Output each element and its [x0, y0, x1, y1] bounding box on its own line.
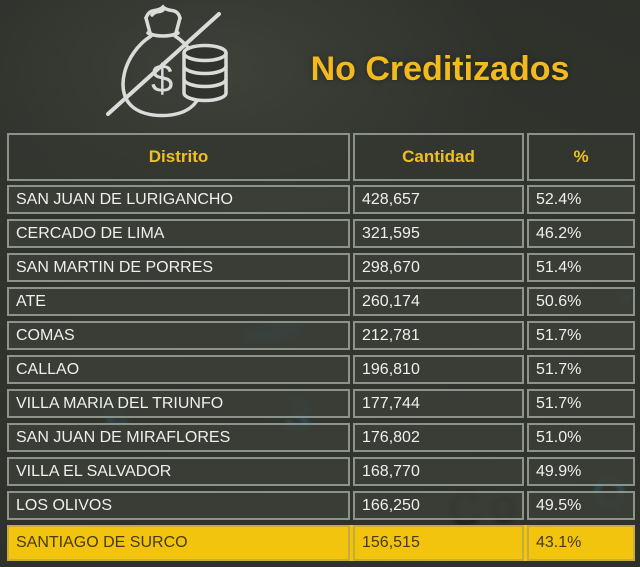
cell-pct: 51.0% [527, 423, 635, 452]
no-creditizados-icon: $ [100, 1, 232, 127]
column-header-pct[interactable]: % [527, 133, 635, 181]
page-title: No Creditizados [310, 50, 570, 88]
cell-pct: 49.9% [527, 457, 635, 486]
cell-pct: 52.4% [527, 185, 635, 214]
cell-cantidad: 196,810 [353, 355, 524, 384]
cell-distrito: COMAS [7, 321, 350, 350]
cell-cantidad: 212,781 [353, 321, 524, 350]
table-row[interactable]: SAN JUAN DE MIRAFLORES 176,802 51.0% [7, 423, 635, 452]
cell-distrito: ATE [7, 287, 350, 316]
cell-cantidad: 428,657 [353, 185, 524, 214]
column-header-distrito[interactable]: Distrito [7, 133, 350, 181]
cell-cantidad: 321,595 [353, 219, 524, 248]
districts-table: Distrito Cantidad % SAN JUAN DE LURIGANC… [7, 133, 635, 561]
table-row[interactable]: SAN MARTIN DE PORRES 298,670 51.4% [7, 253, 635, 282]
cell-pct: 49.5% [527, 491, 635, 520]
cell-distrito: SAN MARTIN DE PORRES [7, 253, 350, 282]
cell-distrito: VILLA EL SALVADOR [7, 457, 350, 486]
table-header-row: Distrito Cantidad % [7, 133, 635, 181]
column-header-cantidad[interactable]: Cantidad [353, 133, 524, 181]
cell-pct: 51.7% [527, 389, 635, 418]
cell-cantidad: 168,770 [353, 457, 524, 486]
cell-cantidad: 166,250 [353, 491, 524, 520]
cell-cantidad: 260,174 [353, 287, 524, 316]
table-row[interactable]: VILLA EL SALVADOR 168,770 49.9% [7, 457, 635, 486]
slash-icon [106, 12, 221, 116]
cell-cantidad: 298,670 [353, 253, 524, 282]
cell-pct: 43.1% [527, 525, 635, 561]
table-row[interactable]: SAN JUAN DE LURIGANCHO 428,657 52.4% [7, 185, 635, 214]
cell-pct: 50.6% [527, 287, 635, 316]
cell-distrito: SAN JUAN DE LURIGANCHO [7, 185, 350, 214]
cell-distrito: CERCADO DE LIMA [7, 219, 350, 248]
table-row[interactable]: CERCADO DE LIMA 321,595 46.2% [7, 219, 635, 248]
table-row[interactable]: COMAS 212,781 51.7% [7, 321, 635, 350]
widget-header: $ No Creditizados [0, 0, 640, 130]
coins-stack-icon [182, 43, 228, 103]
cell-distrito: SAN JUAN DE MIRAFLORES [7, 423, 350, 452]
table-row[interactable]: ATE 260,174 50.6% [7, 287, 635, 316]
cell-pct: 46.2% [527, 219, 635, 248]
table-row[interactable]: LOS OLIVOS 166,250 49.5% [7, 491, 635, 520]
cell-cantidad: 176,802 [353, 423, 524, 452]
table-row[interactable]: VILLA MARIA DEL TRIUNFO 177,744 51.7% [7, 389, 635, 418]
cell-pct: 51.4% [527, 253, 635, 282]
cell-pct: 51.7% [527, 355, 635, 384]
table-row[interactable]: CALLAO 196,810 51.7% [7, 355, 635, 384]
cell-distrito: VILLA MARIA DEL TRIUNFO [7, 389, 350, 418]
cell-distrito: SANTIAGO DE SURCO [7, 525, 350, 561]
cell-pct: 51.7% [527, 321, 635, 350]
cell-distrito: LOS OLIVOS [7, 491, 350, 520]
cell-distrito: CALLAO [7, 355, 350, 384]
cell-cantidad: 177,744 [353, 389, 524, 418]
money-bag-icon [121, 4, 204, 118]
table-row-highlighted[interactable]: SANTIAGO DE SURCO 156,515 43.1% [7, 525, 635, 561]
cell-cantidad: 156,515 [353, 525, 524, 561]
